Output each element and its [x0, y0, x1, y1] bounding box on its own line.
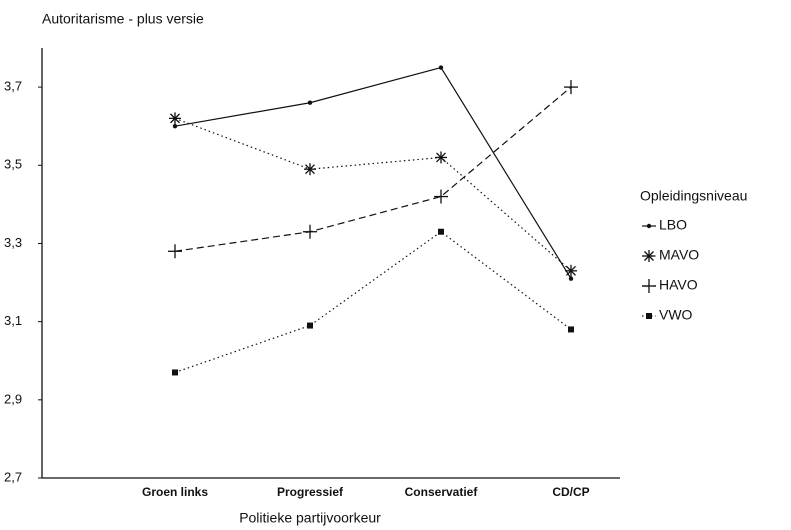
legend-marker	[646, 313, 652, 319]
chart-title: Autoritarisme - plus versie	[42, 11, 204, 27]
marker-square	[568, 326, 574, 333]
marker-square	[438, 228, 444, 235]
marker	[303, 224, 317, 239]
marker	[435, 151, 447, 164]
y-tick-label: 3,7	[4, 79, 22, 94]
y-tick-label: 3,1	[4, 313, 22, 328]
marker	[172, 123, 178, 129]
marker	[168, 244, 182, 259]
marker	[438, 228, 444, 235]
y-tick-label: 2,7	[4, 469, 22, 484]
legend-marker	[643, 250, 655, 262]
marker	[434, 189, 448, 204]
series-line	[174, 66, 572, 279]
y-tick-label: 2,9	[4, 391, 22, 406]
marker-dot	[568, 276, 574, 281]
series-line	[174, 117, 572, 272]
y-tick-label: 3,3	[4, 235, 22, 250]
series-line	[174, 230, 572, 374]
marker-dot	[646, 223, 652, 229]
marker-stroke	[566, 265, 576, 276]
marker	[169, 112, 181, 125]
marker-square	[172, 369, 178, 376]
legend-label: HAVO	[659, 277, 698, 293]
legend-marker	[646, 223, 652, 229]
marker	[438, 65, 444, 70]
x-tick-label: Groen links	[142, 485, 208, 499]
marker-square	[646, 313, 652, 319]
legend-title: Opleidingsniveau	[640, 188, 747, 204]
series-line	[174, 86, 572, 252]
marker	[172, 369, 178, 376]
marker-square	[307, 322, 313, 329]
marker	[307, 100, 313, 105]
marker-dot	[172, 123, 178, 129]
marker-stroke	[170, 113, 180, 124]
marker	[304, 163, 316, 176]
marker	[568, 276, 574, 281]
legend-marker	[642, 279, 656, 293]
marker	[564, 80, 578, 95]
x-tick-label: CD/CP	[552, 485, 589, 499]
x-axis-label: Politieke partijvoorkeur	[239, 510, 381, 526]
marker-dot	[307, 100, 313, 105]
marker	[568, 326, 574, 333]
legend-label: MAVO	[659, 247, 699, 263]
y-tick-label: 3,5	[4, 157, 22, 172]
marker-dot	[438, 65, 444, 70]
legend-label: VWO	[659, 307, 693, 323]
x-tick-label: Progressief	[277, 485, 344, 499]
marker-stroke	[305, 164, 315, 175]
x-tick-label: Conservatief	[405, 485, 479, 499]
marker	[307, 322, 313, 329]
marker-stroke	[436, 152, 446, 163]
legend-label: LBO	[659, 217, 687, 233]
marker-stroke	[644, 251, 654, 261]
marker	[565, 264, 577, 277]
